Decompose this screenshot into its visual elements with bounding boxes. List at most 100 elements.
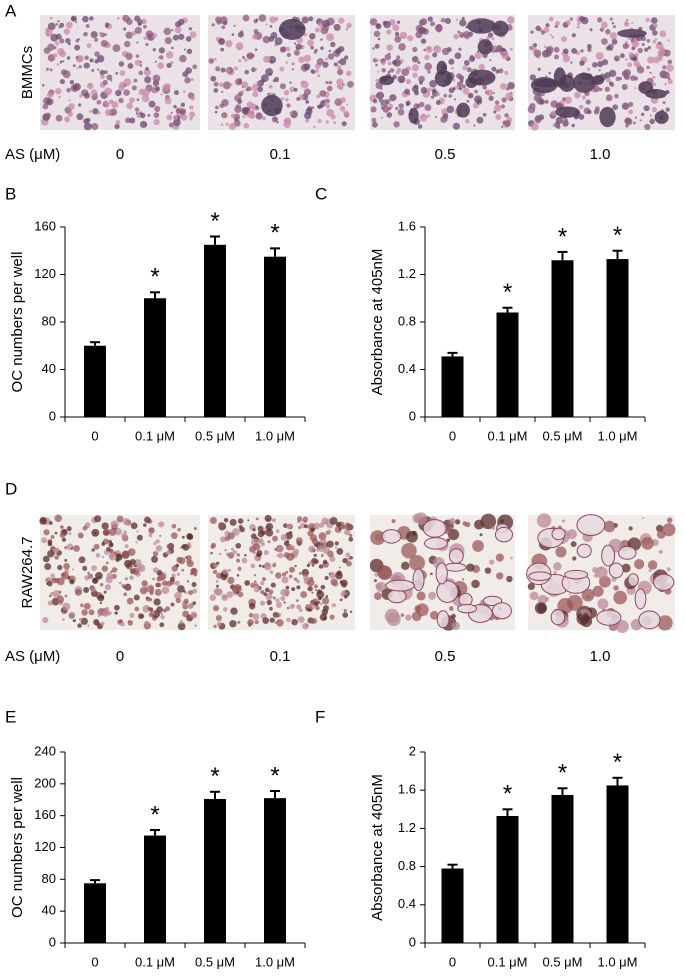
cell	[141, 580, 148, 587]
cell	[232, 550, 237, 555]
cell	[320, 26, 329, 35]
cell	[233, 24, 236, 27]
cell	[334, 546, 338, 549]
large-cell	[494, 526, 513, 543]
cell	[152, 74, 161, 83]
cell	[245, 88, 249, 92]
cell	[571, 33, 576, 38]
large-cell	[278, 18, 306, 40]
cell	[423, 48, 426, 52]
cell	[84, 55, 89, 60]
cell	[621, 563, 631, 573]
cell	[177, 527, 181, 532]
cell	[263, 592, 268, 597]
cell	[236, 591, 239, 594]
cell	[457, 30, 461, 34]
cell	[293, 49, 300, 56]
cell	[543, 26, 550, 33]
cell	[401, 542, 417, 559]
cell	[412, 46, 418, 53]
cell	[116, 16, 120, 20]
cell	[166, 543, 172, 550]
cell	[574, 91, 581, 99]
x-tick-label: 1.0 μM	[255, 428, 295, 443]
cell	[185, 36, 192, 42]
cell	[83, 62, 90, 69]
cell	[435, 92, 441, 97]
cell	[229, 620, 237, 628]
cell	[473, 124, 476, 127]
cell	[448, 606, 454, 611]
cell	[317, 74, 321, 78]
cell	[68, 532, 72, 536]
cell	[285, 585, 290, 590]
cell	[261, 74, 269, 82]
cell	[533, 49, 542, 58]
cell	[303, 574, 309, 581]
cell	[238, 59, 242, 63]
cell	[219, 552, 222, 556]
cell	[274, 16, 279, 22]
cell	[133, 594, 140, 601]
cell	[372, 58, 378, 63]
cell	[373, 30, 381, 38]
cell	[452, 122, 460, 130]
cell	[344, 523, 352, 531]
cell	[324, 575, 329, 581]
cell	[381, 61, 386, 66]
cell	[456, 81, 463, 88]
cell	[148, 533, 153, 538]
large-cell	[634, 588, 647, 610]
cell	[62, 70, 71, 79]
cell	[634, 559, 645, 570]
cell	[263, 550, 269, 556]
cell	[430, 95, 435, 99]
cell	[272, 563, 276, 568]
cell	[653, 23, 658, 28]
cell	[258, 14, 267, 22]
cell	[160, 93, 163, 96]
cell	[545, 75, 548, 78]
cell	[110, 79, 113, 82]
cell	[429, 610, 439, 620]
cell	[659, 30, 667, 38]
cell	[241, 81, 249, 89]
y-tick-label: 40	[42, 903, 56, 918]
large-cell	[555, 106, 580, 118]
cell	[302, 516, 308, 522]
cell	[108, 99, 114, 105]
cell	[389, 94, 397, 102]
cell	[59, 532, 66, 538]
cell	[222, 568, 229, 575]
cell	[330, 578, 338, 586]
cell	[257, 530, 265, 538]
cell	[581, 588, 595, 602]
cell	[44, 563, 52, 571]
cell	[454, 52, 462, 60]
large-cell	[261, 94, 283, 117]
cell	[392, 24, 400, 32]
cell	[75, 21, 78, 24]
cell	[277, 552, 284, 559]
cell	[125, 117, 131, 124]
cell	[263, 562, 272, 571]
cell	[605, 45, 611, 51]
large-cell	[573, 72, 596, 93]
bar	[204, 244, 226, 417]
cell	[375, 78, 379, 83]
cell	[303, 63, 311, 71]
cell	[87, 571, 90, 575]
cell	[453, 98, 457, 101]
cell	[127, 586, 132, 591]
cell	[322, 61, 329, 68]
cell	[127, 620, 131, 623]
cell	[164, 97, 172, 105]
cell	[67, 111, 74, 117]
cell	[295, 537, 303, 545]
cell	[91, 565, 97, 572]
cell	[83, 602, 91, 610]
panel-letter: B	[5, 184, 16, 203]
cell	[135, 541, 138, 544]
y-tick-label: 0.4	[398, 361, 416, 376]
